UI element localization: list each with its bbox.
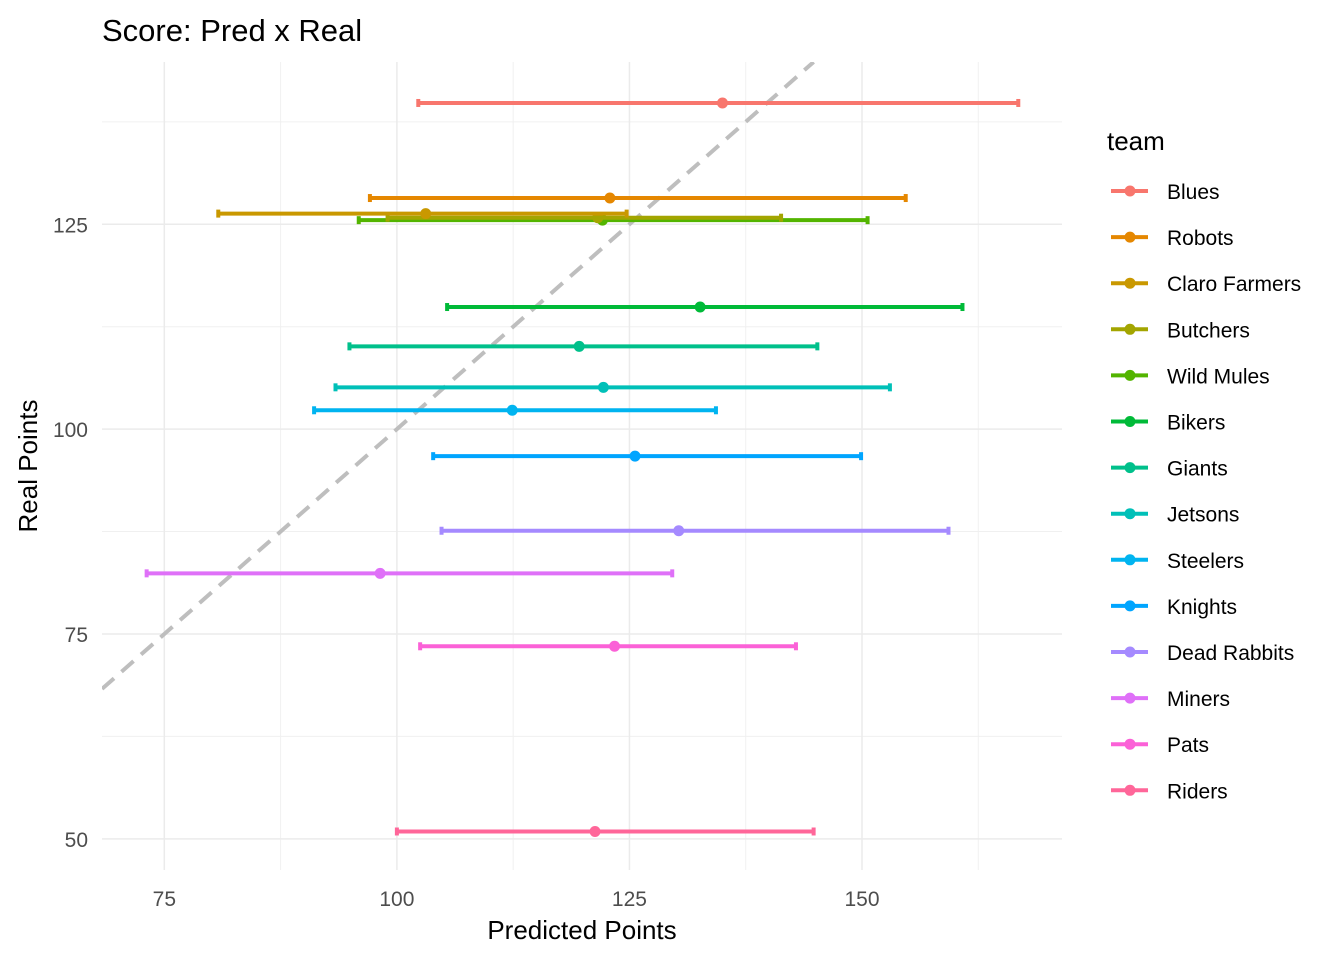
legend-label: Claro Farmers [1167,273,1301,296]
legend-label: Riders [1167,780,1228,803]
series-riders [394,825,816,837]
legend-label: Giants [1167,458,1228,481]
legend-item: Bikers [1111,412,1225,435]
data-point [506,404,518,416]
chart-title: Score: Pred x Real [102,13,362,48]
series-jetsons [333,381,892,393]
legend-item: Robots [1111,227,1234,250]
y-tick-label: 75 [65,624,88,647]
legend-item: Pats [1111,734,1209,757]
legend-label: Bikers [1167,412,1225,435]
legend-key-point [1124,692,1136,704]
legend-item: Steelers [1111,550,1244,573]
series-knights [431,450,864,462]
legend-item: Jetsons [1111,504,1239,527]
reference-line [102,62,815,691]
y-tick-label: 100 [53,419,88,442]
series-steelers [312,404,718,416]
legend-item: Blues [1111,181,1220,204]
legend-key-point [1124,231,1136,243]
data-point [609,640,621,652]
legend-item: Butchers [1111,319,1250,342]
x-tick-label: 150 [844,888,879,911]
legend-key-point [1124,738,1136,750]
legend-item: Dead Rabbits [1111,642,1294,665]
series-dead-rabbits [439,525,951,537]
series-giants [347,340,820,352]
legend-key-point [1124,646,1136,658]
legend-item: Claro Farmers [1111,273,1301,296]
data-point [629,450,641,462]
legend-label: Steelers [1167,550,1244,573]
x-tick-label: 100 [379,888,414,911]
x-axis-label: Predicted Points [487,915,676,945]
legend-key-point [1124,185,1136,197]
legend-label: Wild Mules [1167,365,1270,388]
data-point [673,525,685,537]
legend-key-point [1124,554,1136,566]
legend-item: Giants [1111,458,1228,481]
legend-key-point [1124,462,1136,474]
legend-label: Miners [1167,688,1230,711]
legend-label: Robots [1167,227,1234,250]
data-point [604,192,616,204]
data-point [716,97,728,109]
data-point [374,567,386,579]
legend-item: Riders [1111,780,1228,803]
series-robots [367,192,908,204]
legend-title: team [1107,126,1165,156]
data-point [420,208,432,220]
series-claro-farmers [216,208,629,220]
data-point [597,381,609,393]
legend-label: Blues [1167,181,1220,204]
legend-key-point [1124,277,1136,289]
y-tick-label: 50 [65,829,88,852]
legend-key-point [1124,600,1136,612]
y-tick-label: 125 [53,214,88,237]
legend-label: Knights [1167,596,1237,619]
legend-item: Knights [1111,596,1237,619]
legend-item: Miners [1111,688,1230,711]
series-pats [418,640,798,652]
x-tick-label: 125 [612,888,647,911]
legend-label: Jetsons [1167,504,1239,527]
axes: 75 100 125 150 50 75 100 125 [53,214,880,911]
data-point [573,340,585,352]
y-axis-label: Real Points [13,400,43,533]
data-marks [144,97,1021,837]
x-tick-label: 75 [153,888,176,911]
legend-label: Dead Rabbits [1167,642,1294,665]
data-point [694,301,706,313]
legend-label: Pats [1167,734,1209,757]
series-blues [416,97,1021,109]
legend-label: Butchers [1167,319,1250,342]
legend: team Blues Robots Claro Farmers Butchers Wil… [1107,126,1301,803]
legend-key-point [1124,323,1136,335]
data-point [589,825,601,837]
reference-line-group [102,62,815,691]
legend-key-point [1124,369,1136,381]
series-miners [144,567,675,579]
legend-key-point [1124,784,1136,796]
grid [102,62,1062,870]
legend-key-point [1124,508,1136,520]
series-bikers [445,301,965,313]
legend-key-point [1124,416,1136,427]
legend-item: Wild Mules [1111,365,1270,388]
